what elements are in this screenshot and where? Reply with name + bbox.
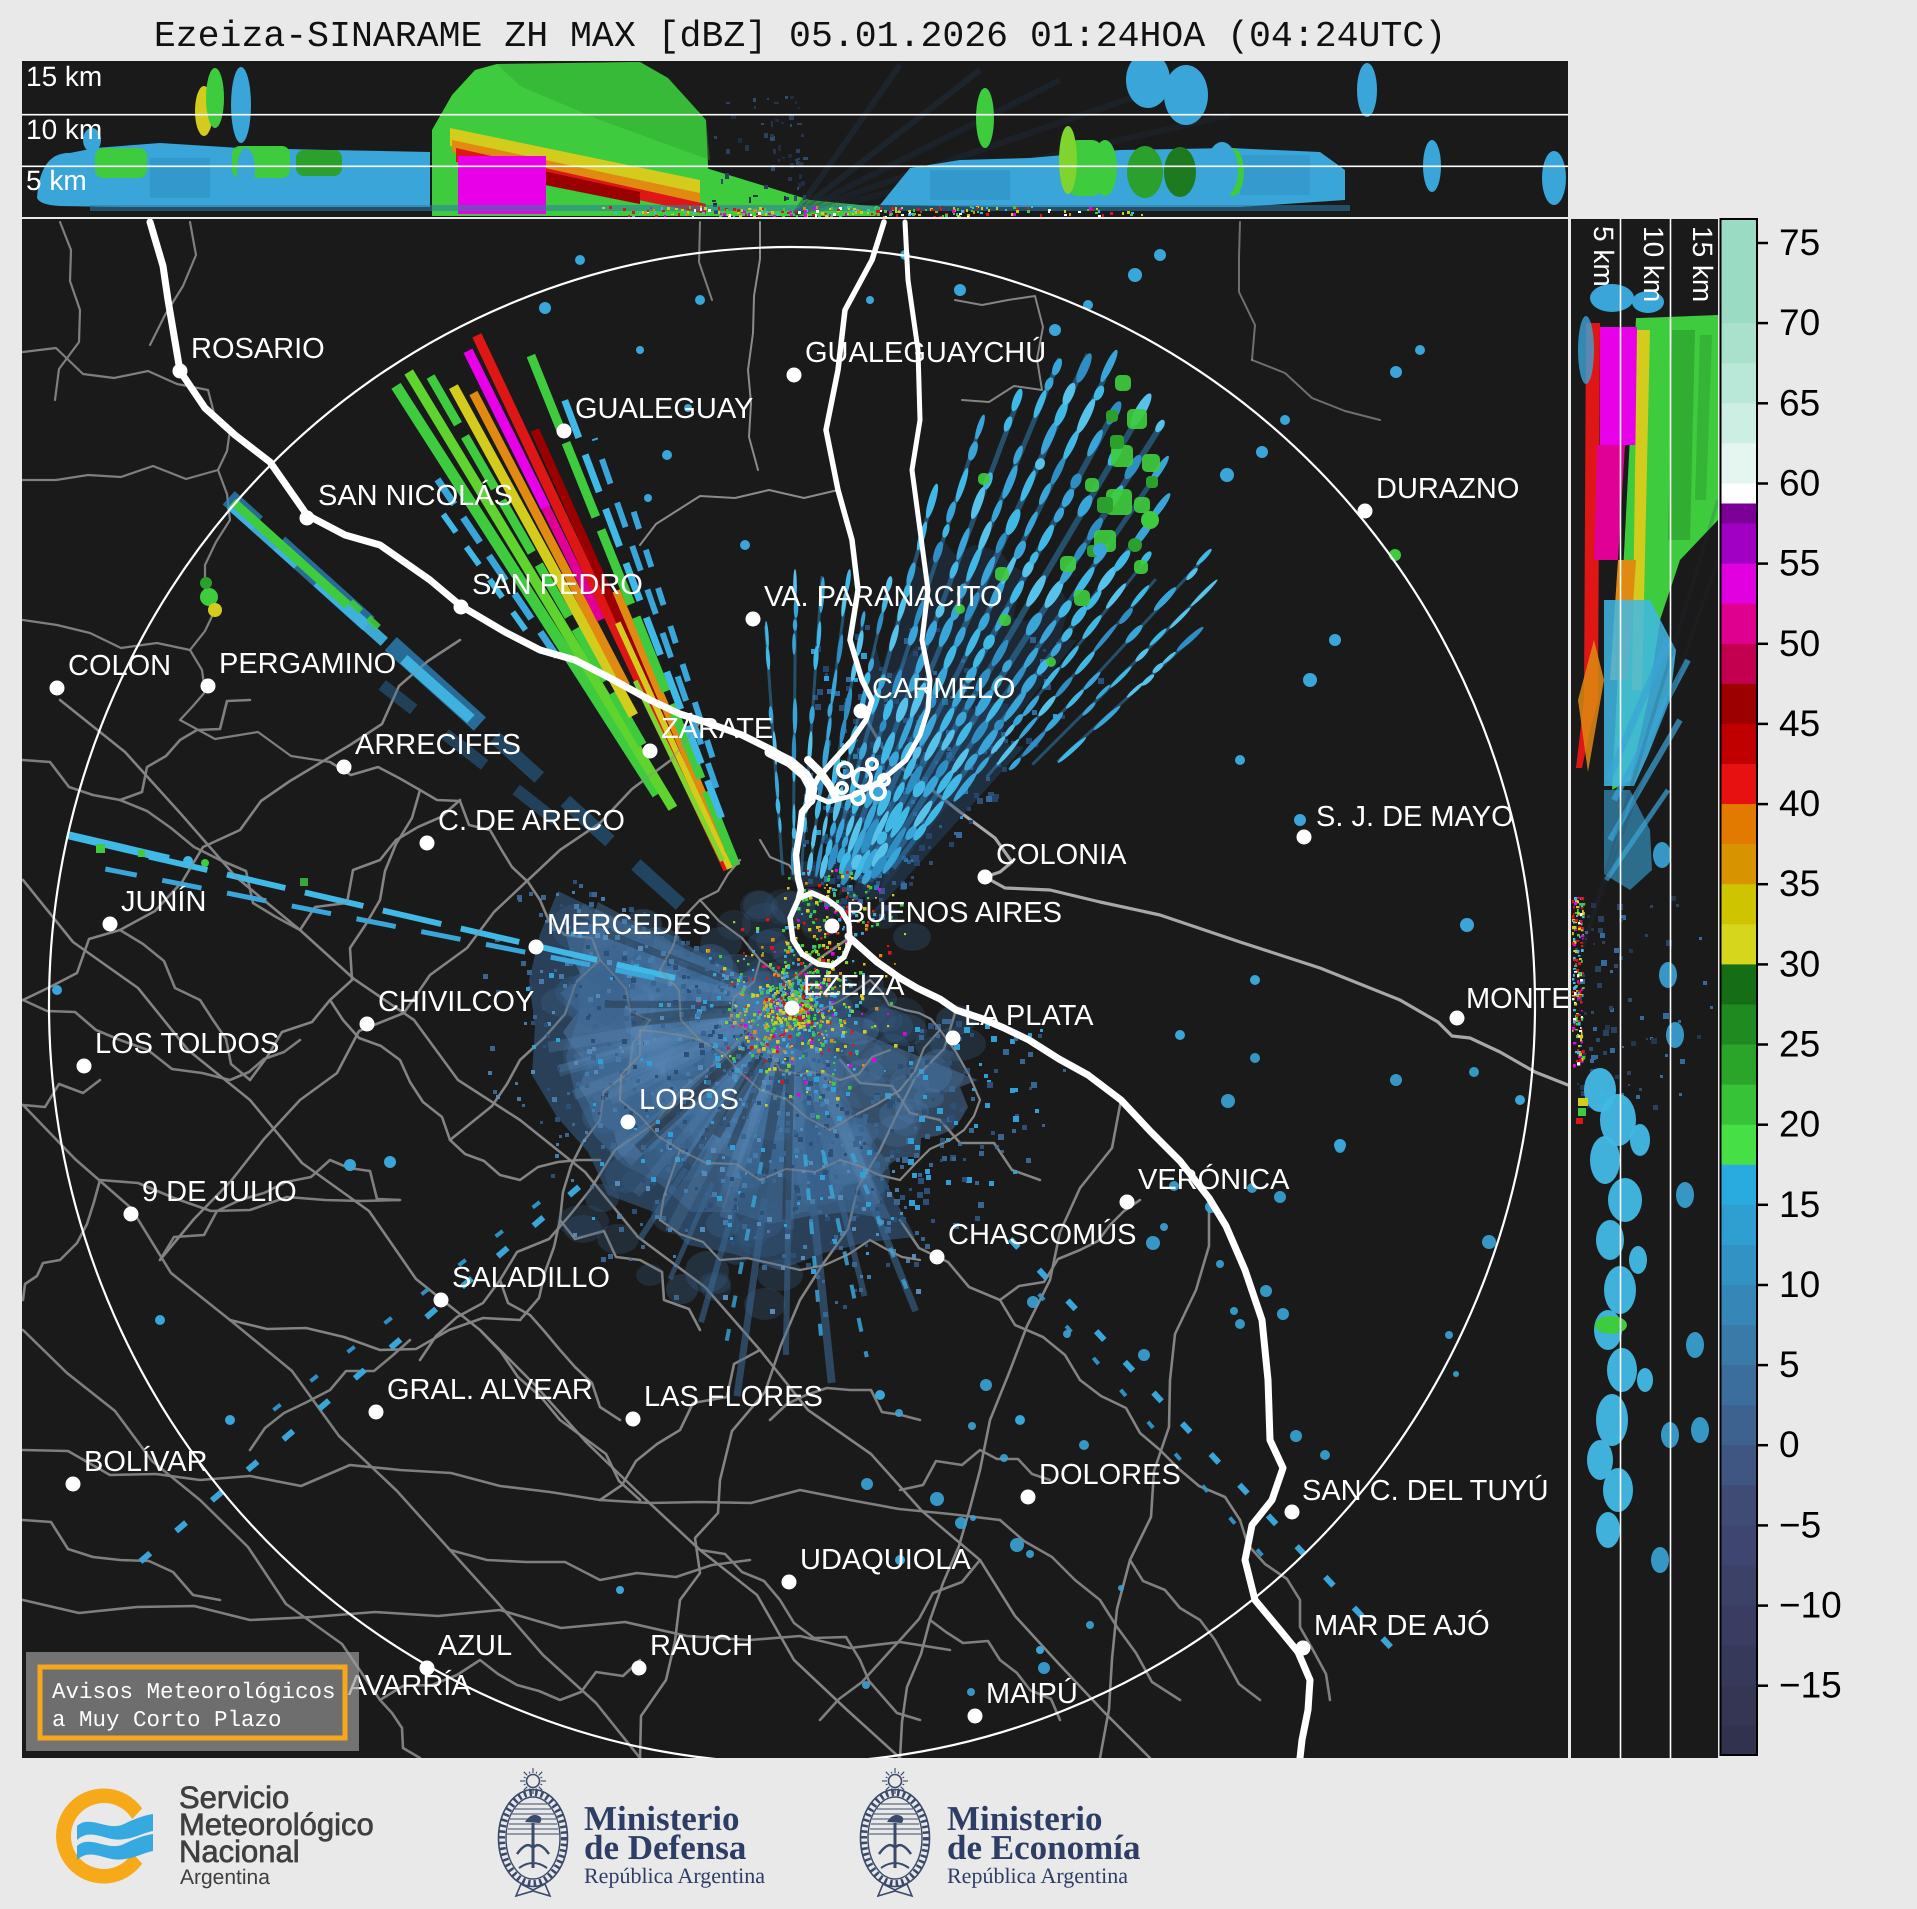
- svg-text:15: 15: [1779, 1184, 1820, 1225]
- svg-text:15 km: 15 km: [1687, 226, 1718, 302]
- svg-text:GRAL. ALVEAR: GRAL. ALVEAR: [387, 1374, 593, 1406]
- svg-text:Nacional: Nacional: [179, 1834, 300, 1869]
- svg-text:C. DE ARECO: C. DE ARECO: [438, 805, 625, 837]
- svg-text:a Muy Corto Plazo: a Muy Corto Plazo: [52, 1707, 282, 1733]
- svg-text:35: 35: [1779, 863, 1820, 904]
- svg-text:LOS TOLDOS: LOS TOLDOS: [95, 1028, 279, 1060]
- svg-text:40: 40: [1779, 783, 1820, 824]
- svg-text:75: 75: [1779, 222, 1820, 263]
- svg-text:BOLÍVAR: BOLÍVAR: [84, 1445, 208, 1478]
- svg-text:JUNÍN: JUNÍN: [121, 885, 206, 918]
- svg-text:55: 55: [1779, 543, 1820, 584]
- svg-text:MERCEDES: MERCEDES: [547, 909, 711, 941]
- svg-text:Argentina: Argentina: [180, 1866, 270, 1889]
- svg-text:ROSARIO: ROSARIO: [191, 333, 325, 365]
- svg-text:de Defensa: de Defensa: [584, 1828, 746, 1867]
- svg-text:VERÓNICA: VERÓNICA: [1138, 1163, 1290, 1196]
- svg-text:70: 70: [1779, 302, 1820, 343]
- svg-text:SAN PEDRO: SAN PEDRO: [472, 569, 643, 601]
- svg-text:LA PLATA: LA PLATA: [964, 1000, 1094, 1032]
- svg-text:20: 20: [1779, 1104, 1820, 1145]
- svg-text:RAUCH: RAUCH: [650, 1630, 753, 1662]
- svg-text:25: 25: [1779, 1024, 1820, 1065]
- svg-text:10 km: 10 km: [26, 114, 102, 145]
- svg-text:Ministerio: Ministerio: [947, 1799, 1103, 1838]
- svg-text:10: 10: [1779, 1264, 1820, 1305]
- svg-text:SALADILLO: SALADILLO: [452, 1262, 610, 1294]
- svg-text:UDAQUIOLA: UDAQUIOLA: [800, 1544, 971, 1576]
- svg-text:CHASCOMÚS: CHASCOMÚS: [948, 1218, 1137, 1251]
- svg-text:ARRECIFES: ARRECIFES: [355, 729, 521, 761]
- svg-text:GUALEGUAY: GUALEGUAY: [575, 393, 753, 425]
- svg-text:de Economía: de Economía: [947, 1828, 1140, 1867]
- svg-text:60: 60: [1779, 463, 1820, 504]
- svg-text:CHIVILCOY: CHIVILCOY: [378, 986, 534, 1018]
- svg-text:−15: −15: [1779, 1665, 1842, 1706]
- svg-text:45: 45: [1779, 703, 1820, 744]
- svg-text:LAS FLORES: LAS FLORES: [644, 1381, 823, 1413]
- svg-text:Ezeiza-SINARAME ZH MAX [dBZ] 0: Ezeiza-SINARAME ZH MAX [dBZ] 05.01.2026 …: [154, 16, 1446, 57]
- svg-text:LOBOS: LOBOS: [639, 1084, 739, 1116]
- svg-text:30: 30: [1779, 943, 1820, 984]
- svg-text:DOLORES: DOLORES: [1039, 1459, 1181, 1491]
- svg-text:COLON: COLON: [68, 650, 171, 682]
- svg-text:DURAZNO: DURAZNO: [1376, 473, 1519, 505]
- svg-text:GUALEGUAYCHÚ: GUALEGUAYCHÚ: [805, 336, 1046, 369]
- svg-text:10 km: 10 km: [1638, 226, 1669, 302]
- svg-text:República Argentina: República Argentina: [947, 1863, 1128, 1888]
- svg-text:5 km: 5 km: [26, 165, 87, 196]
- svg-text:15 km: 15 km: [26, 61, 102, 92]
- svg-text:S. J. DE MAYO: S. J. DE MAYO: [1316, 801, 1514, 833]
- svg-text:Servicio: Servicio: [179, 1780, 289, 1815]
- svg-text:EZEIZA: EZEIZA: [803, 970, 905, 1002]
- svg-text:5: 5: [1779, 1344, 1800, 1385]
- svg-text:Avisos Meteorológicos: Avisos Meteorológicos: [52, 1679, 336, 1705]
- svg-text:MAR DE AJÓ: MAR DE AJÓ: [1314, 1609, 1490, 1642]
- svg-text:5 km: 5 km: [1588, 226, 1619, 287]
- svg-text:50: 50: [1779, 623, 1820, 664]
- svg-text:Meteorológico: Meteorológico: [179, 1807, 374, 1842]
- svg-text:AZUL: AZUL: [438, 1630, 512, 1662]
- svg-text:VA. PARANACITO: VA. PARANACITO: [764, 581, 1003, 613]
- svg-text:−10: −10: [1779, 1585, 1842, 1626]
- svg-text:PERGAMINO: PERGAMINO: [219, 648, 396, 680]
- svg-text:−5: −5: [1779, 1504, 1821, 1545]
- svg-text:ZÁRATE: ZÁRATE: [661, 712, 773, 745]
- svg-text:BUENOS AIRES: BUENOS AIRES: [846, 897, 1062, 929]
- svg-text:SAN C. DEL TUYÚ: SAN C. DEL TUYÚ: [1302, 1474, 1549, 1507]
- svg-text:COLONIA: COLONIA: [996, 839, 1127, 871]
- svg-text:República Argentina: República Argentina: [584, 1863, 765, 1888]
- svg-text:9 DE JULIO: 9 DE JULIO: [142, 1176, 297, 1208]
- svg-text:SAN NICOLÁS: SAN NICOLÁS: [318, 479, 513, 512]
- svg-text:65: 65: [1779, 382, 1820, 423]
- svg-text:MAIPÚ: MAIPÚ: [986, 1677, 1078, 1710]
- svg-text:CARMELO: CARMELO: [872, 673, 1015, 705]
- svg-text:Ministerio: Ministerio: [584, 1799, 740, 1838]
- svg-text:0: 0: [1779, 1424, 1800, 1465]
- svg-text:MONTEVIDEO: MONTEVIDEO: [1466, 983, 1661, 1015]
